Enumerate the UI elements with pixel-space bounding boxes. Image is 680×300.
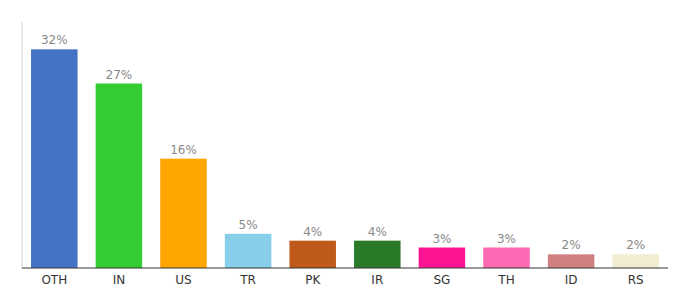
data-label: 32% xyxy=(41,33,68,47)
x-tick-label: IN xyxy=(113,273,126,287)
x-tick-label: SG xyxy=(433,273,450,287)
x-tick-label: ID xyxy=(565,273,578,287)
x-tick-label: OTH xyxy=(41,273,67,287)
data-label: 16% xyxy=(170,143,197,157)
bar xyxy=(483,248,530,269)
bar xyxy=(31,49,78,268)
data-label: 5% xyxy=(239,218,258,232)
x-tick-label: PK xyxy=(305,273,321,287)
data-label: 2% xyxy=(562,238,581,252)
bar xyxy=(160,159,207,268)
x-tick-label: RS xyxy=(628,273,644,287)
bar xyxy=(612,254,659,268)
bar xyxy=(289,241,336,268)
bar xyxy=(96,84,143,269)
x-axis-line xyxy=(22,268,668,269)
x-tick-label: IR xyxy=(371,273,383,287)
x-tick-label: TR xyxy=(239,273,256,287)
data-label: 4% xyxy=(303,225,322,239)
data-label: 27% xyxy=(106,68,133,82)
bar xyxy=(419,248,466,269)
chart-container: OTH IN US TR PK IR SG TH ID RS 32% 27% 16% 5% 4% 4% 3% 3%… xyxy=(0,0,680,300)
bars xyxy=(31,49,659,268)
x-tick-label: TH xyxy=(497,273,514,287)
chart: OTH IN US TR PK IR SG TH ID RS 32% 27% 16% 5% 4% 4% 3% 3%… xyxy=(0,0,680,300)
data-label: 3% xyxy=(432,232,451,246)
data-label: 4% xyxy=(368,225,387,239)
y-axis-line xyxy=(22,22,23,268)
bar xyxy=(225,234,272,268)
x-tick-label: US xyxy=(175,273,191,287)
data-label: 2% xyxy=(626,238,645,252)
bar xyxy=(354,241,401,268)
data-label: 3% xyxy=(497,232,516,246)
bar xyxy=(548,254,595,268)
